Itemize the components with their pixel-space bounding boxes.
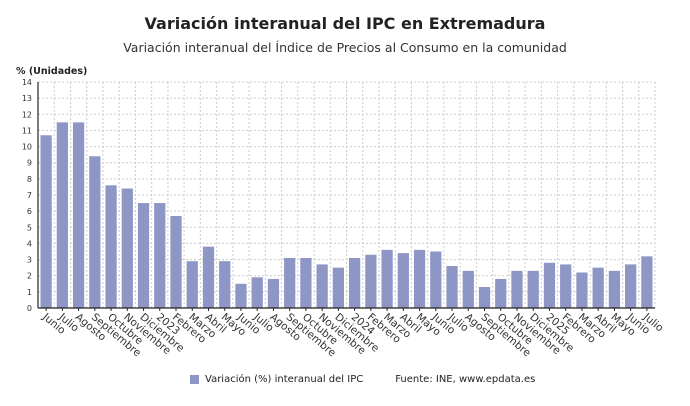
chart-subtitle: Variación interanual del Índice de Preci… xyxy=(123,40,567,55)
bar xyxy=(170,215,182,308)
y-tick-label: 6 xyxy=(27,207,32,216)
bar xyxy=(251,277,263,308)
bar xyxy=(40,135,52,308)
source-text: Fuente: INE, www.epdata.es xyxy=(395,374,536,385)
bar xyxy=(592,267,604,308)
y-tick-label: 11 xyxy=(22,126,32,135)
bar xyxy=(137,203,150,308)
bar xyxy=(576,272,588,308)
bar xyxy=(446,266,458,308)
bar xyxy=(478,287,491,308)
y-tick-label: 3 xyxy=(27,256,32,265)
bar xyxy=(511,270,523,308)
bar xyxy=(316,264,328,308)
y-tick-label: 14 xyxy=(22,78,32,87)
bar xyxy=(543,262,556,308)
y-tick-label: 7 xyxy=(27,191,32,200)
bar xyxy=(105,185,117,308)
y-axis-label: % (Unidades) xyxy=(16,66,87,77)
y-tick-label: 2 xyxy=(27,272,32,281)
y-tick-label: 13 xyxy=(22,94,32,103)
bar xyxy=(495,278,507,308)
bar xyxy=(349,257,361,308)
bar xyxy=(154,203,166,308)
bar xyxy=(202,246,215,308)
bar xyxy=(462,270,474,308)
legend: Variación (%) interanual del IPC Fuente:… xyxy=(190,374,535,385)
y-tick-label: 4 xyxy=(27,239,32,248)
bar xyxy=(608,270,621,308)
bar xyxy=(121,188,133,308)
bar xyxy=(430,251,442,308)
chart-title: Variación interanual del IPC en Extremad… xyxy=(144,14,546,33)
bar xyxy=(641,256,653,308)
bar xyxy=(625,264,637,308)
bar xyxy=(300,257,312,308)
bar xyxy=(72,122,85,308)
bar xyxy=(284,257,296,308)
bar xyxy=(365,254,377,308)
bar xyxy=(235,283,247,308)
legend-label: Variación (%) interanual del IPC xyxy=(205,374,364,385)
y-tick-label: 1 xyxy=(27,288,32,297)
bar xyxy=(219,261,231,308)
y-tick-label: 0 xyxy=(27,304,32,313)
y-tick-label: 8 xyxy=(27,175,32,184)
y-tick-label: 12 xyxy=(22,110,32,119)
bar xyxy=(413,249,426,308)
bar xyxy=(381,249,393,308)
y-tick-label: 10 xyxy=(22,143,32,152)
bar xyxy=(56,122,68,308)
bar xyxy=(332,267,344,308)
bar xyxy=(267,278,280,308)
y-tick-label: 9 xyxy=(27,159,32,168)
y-tick-label: 5 xyxy=(27,223,32,232)
bar xyxy=(527,270,539,308)
bar xyxy=(186,261,198,308)
bar xyxy=(397,253,409,308)
legend-swatch xyxy=(190,375,199,384)
bar xyxy=(560,264,572,308)
bar xyxy=(89,156,101,308)
